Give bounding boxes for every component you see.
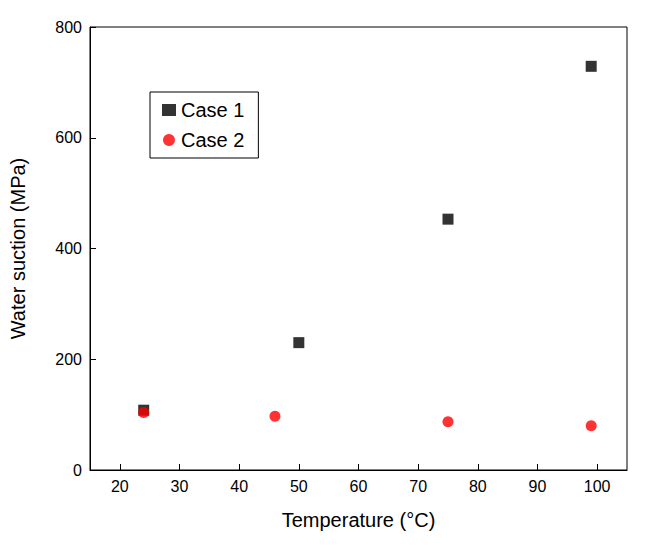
- svg-text:Case 2: Case 2: [181, 129, 244, 151]
- svg-text:60: 60: [350, 478, 368, 495]
- svg-text:30: 30: [171, 478, 189, 495]
- svg-text:Temperature (°C): Temperature (°C): [282, 509, 436, 531]
- svg-text:400: 400: [55, 240, 82, 257]
- svg-text:0: 0: [73, 462, 82, 479]
- svg-text:70: 70: [409, 478, 427, 495]
- svg-text:20: 20: [111, 478, 129, 495]
- svg-text:100: 100: [584, 478, 611, 495]
- svg-text:800: 800: [55, 19, 82, 36]
- svg-text:200: 200: [55, 351, 82, 368]
- svg-text:600: 600: [55, 129, 82, 146]
- svg-text:Case 1: Case 1: [181, 99, 244, 121]
- svg-text:90: 90: [529, 478, 547, 495]
- svg-text:80: 80: [469, 478, 487, 495]
- svg-text:Water suction (MPa): Water suction (MPa): [7, 158, 29, 340]
- svg-text:40: 40: [230, 478, 248, 495]
- svg-text:50: 50: [290, 478, 308, 495]
